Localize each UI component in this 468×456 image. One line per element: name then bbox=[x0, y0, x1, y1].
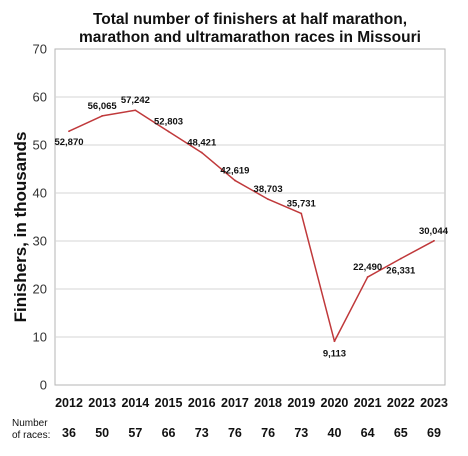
race-count-2023: 69 bbox=[427, 426, 441, 440]
x-tick-2013: 2013 bbox=[88, 396, 116, 410]
race-count-2020: 40 bbox=[328, 426, 342, 440]
race-count-2019: 73 bbox=[294, 426, 308, 440]
plot-area bbox=[54, 48, 446, 386]
point-2017 bbox=[234, 179, 236, 182]
point-2019 bbox=[300, 212, 303, 215]
x-tick-2016: 2016 bbox=[188, 396, 216, 410]
x-tick-2014: 2014 bbox=[121, 396, 149, 410]
data-label-2013: 56,065 bbox=[88, 101, 118, 112]
point-2022 bbox=[399, 257, 402, 260]
data-label-2018: 38,703 bbox=[254, 184, 283, 195]
x-tick-labels: 2012 2013 2014 2015 2016 2017 2018 2019 2020 2021… bbox=[55, 396, 448, 410]
race-count-2014: 57 bbox=[128, 426, 142, 440]
y-tick-0: 0 bbox=[40, 378, 47, 393]
data-label-2022: 26,331 bbox=[386, 266, 416, 277]
race-count-2012: 36 bbox=[62, 426, 76, 440]
races-label-line-2: of races: bbox=[12, 430, 50, 441]
data-label-2020: 9,113 bbox=[323, 348, 346, 359]
data-label-2023: 30,044 bbox=[419, 226, 449, 237]
race-count-2017: 76 bbox=[228, 426, 242, 440]
point-2023 bbox=[433, 239, 435, 242]
point-2012 bbox=[68, 130, 70, 133]
x-tick-2019: 2019 bbox=[287, 396, 315, 410]
x-tick-2023: 2023 bbox=[420, 396, 448, 410]
point-2014 bbox=[134, 109, 137, 112]
point-2020 bbox=[333, 340, 336, 343]
y-tick-labels: 0 10 20 30 40 50 60 70 bbox=[33, 42, 47, 393]
x-tick-2018: 2018 bbox=[254, 396, 282, 410]
data-label-2017: 42,619 bbox=[220, 165, 249, 176]
chart-title-line-1: Total number of finishers at half marath… bbox=[93, 11, 407, 28]
data-label-2012: 52,870 bbox=[54, 137, 83, 148]
y-tick-20: 20 bbox=[33, 282, 47, 297]
x-tick-2021: 2021 bbox=[354, 396, 382, 410]
y-tick-30: 30 bbox=[33, 234, 47, 249]
data-label-2016: 48,421 bbox=[187, 138, 217, 149]
y-tick-40: 40 bbox=[33, 186, 47, 201]
race-count-2022: 65 bbox=[394, 426, 408, 440]
point-2016 bbox=[200, 151, 203, 154]
y-tick-60: 60 bbox=[33, 90, 47, 105]
x-tick-2017: 2017 bbox=[221, 396, 249, 410]
y-tick-70: 70 bbox=[33, 42, 47, 57]
y-axis-label: Finishers, in thousands bbox=[11, 132, 30, 323]
data-label-2015: 52,803 bbox=[154, 117, 183, 128]
point-2018 bbox=[267, 198, 269, 201]
data-label-2019: 35,731 bbox=[287, 198, 317, 209]
y-tick-50: 50 bbox=[33, 138, 47, 153]
series-line bbox=[68, 109, 435, 343]
data-label-2021: 22,490 bbox=[353, 262, 382, 273]
race-count-2016: 73 bbox=[195, 426, 209, 440]
race-count-2021: 64 bbox=[361, 426, 375, 440]
data-label-2014: 57,242 bbox=[121, 95, 150, 106]
race-count-2015: 66 bbox=[162, 426, 176, 440]
y-tick-10: 10 bbox=[33, 330, 47, 345]
x-tick-2020: 2020 bbox=[321, 396, 349, 410]
x-tick-2015: 2015 bbox=[155, 396, 183, 410]
point-2013 bbox=[101, 114, 104, 117]
point-2021 bbox=[366, 276, 369, 278]
race-counts: 36 50 57 66 73 76 76 73 40 64 65 69 bbox=[62, 426, 441, 440]
race-count-2018: 76 bbox=[261, 426, 275, 440]
races-label-line-1: Number bbox=[12, 418, 48, 429]
point-2015 bbox=[167, 130, 170, 133]
x-tick-2022: 2022 bbox=[387, 396, 415, 410]
series-path bbox=[68, 109, 435, 343]
gridlines bbox=[55, 96, 445, 338]
race-count-2013: 50 bbox=[95, 426, 109, 440]
x-tick-2012: 2012 bbox=[55, 396, 83, 410]
chart-title-line-2: marathon and ultramarathon races in Miss… bbox=[79, 29, 421, 46]
